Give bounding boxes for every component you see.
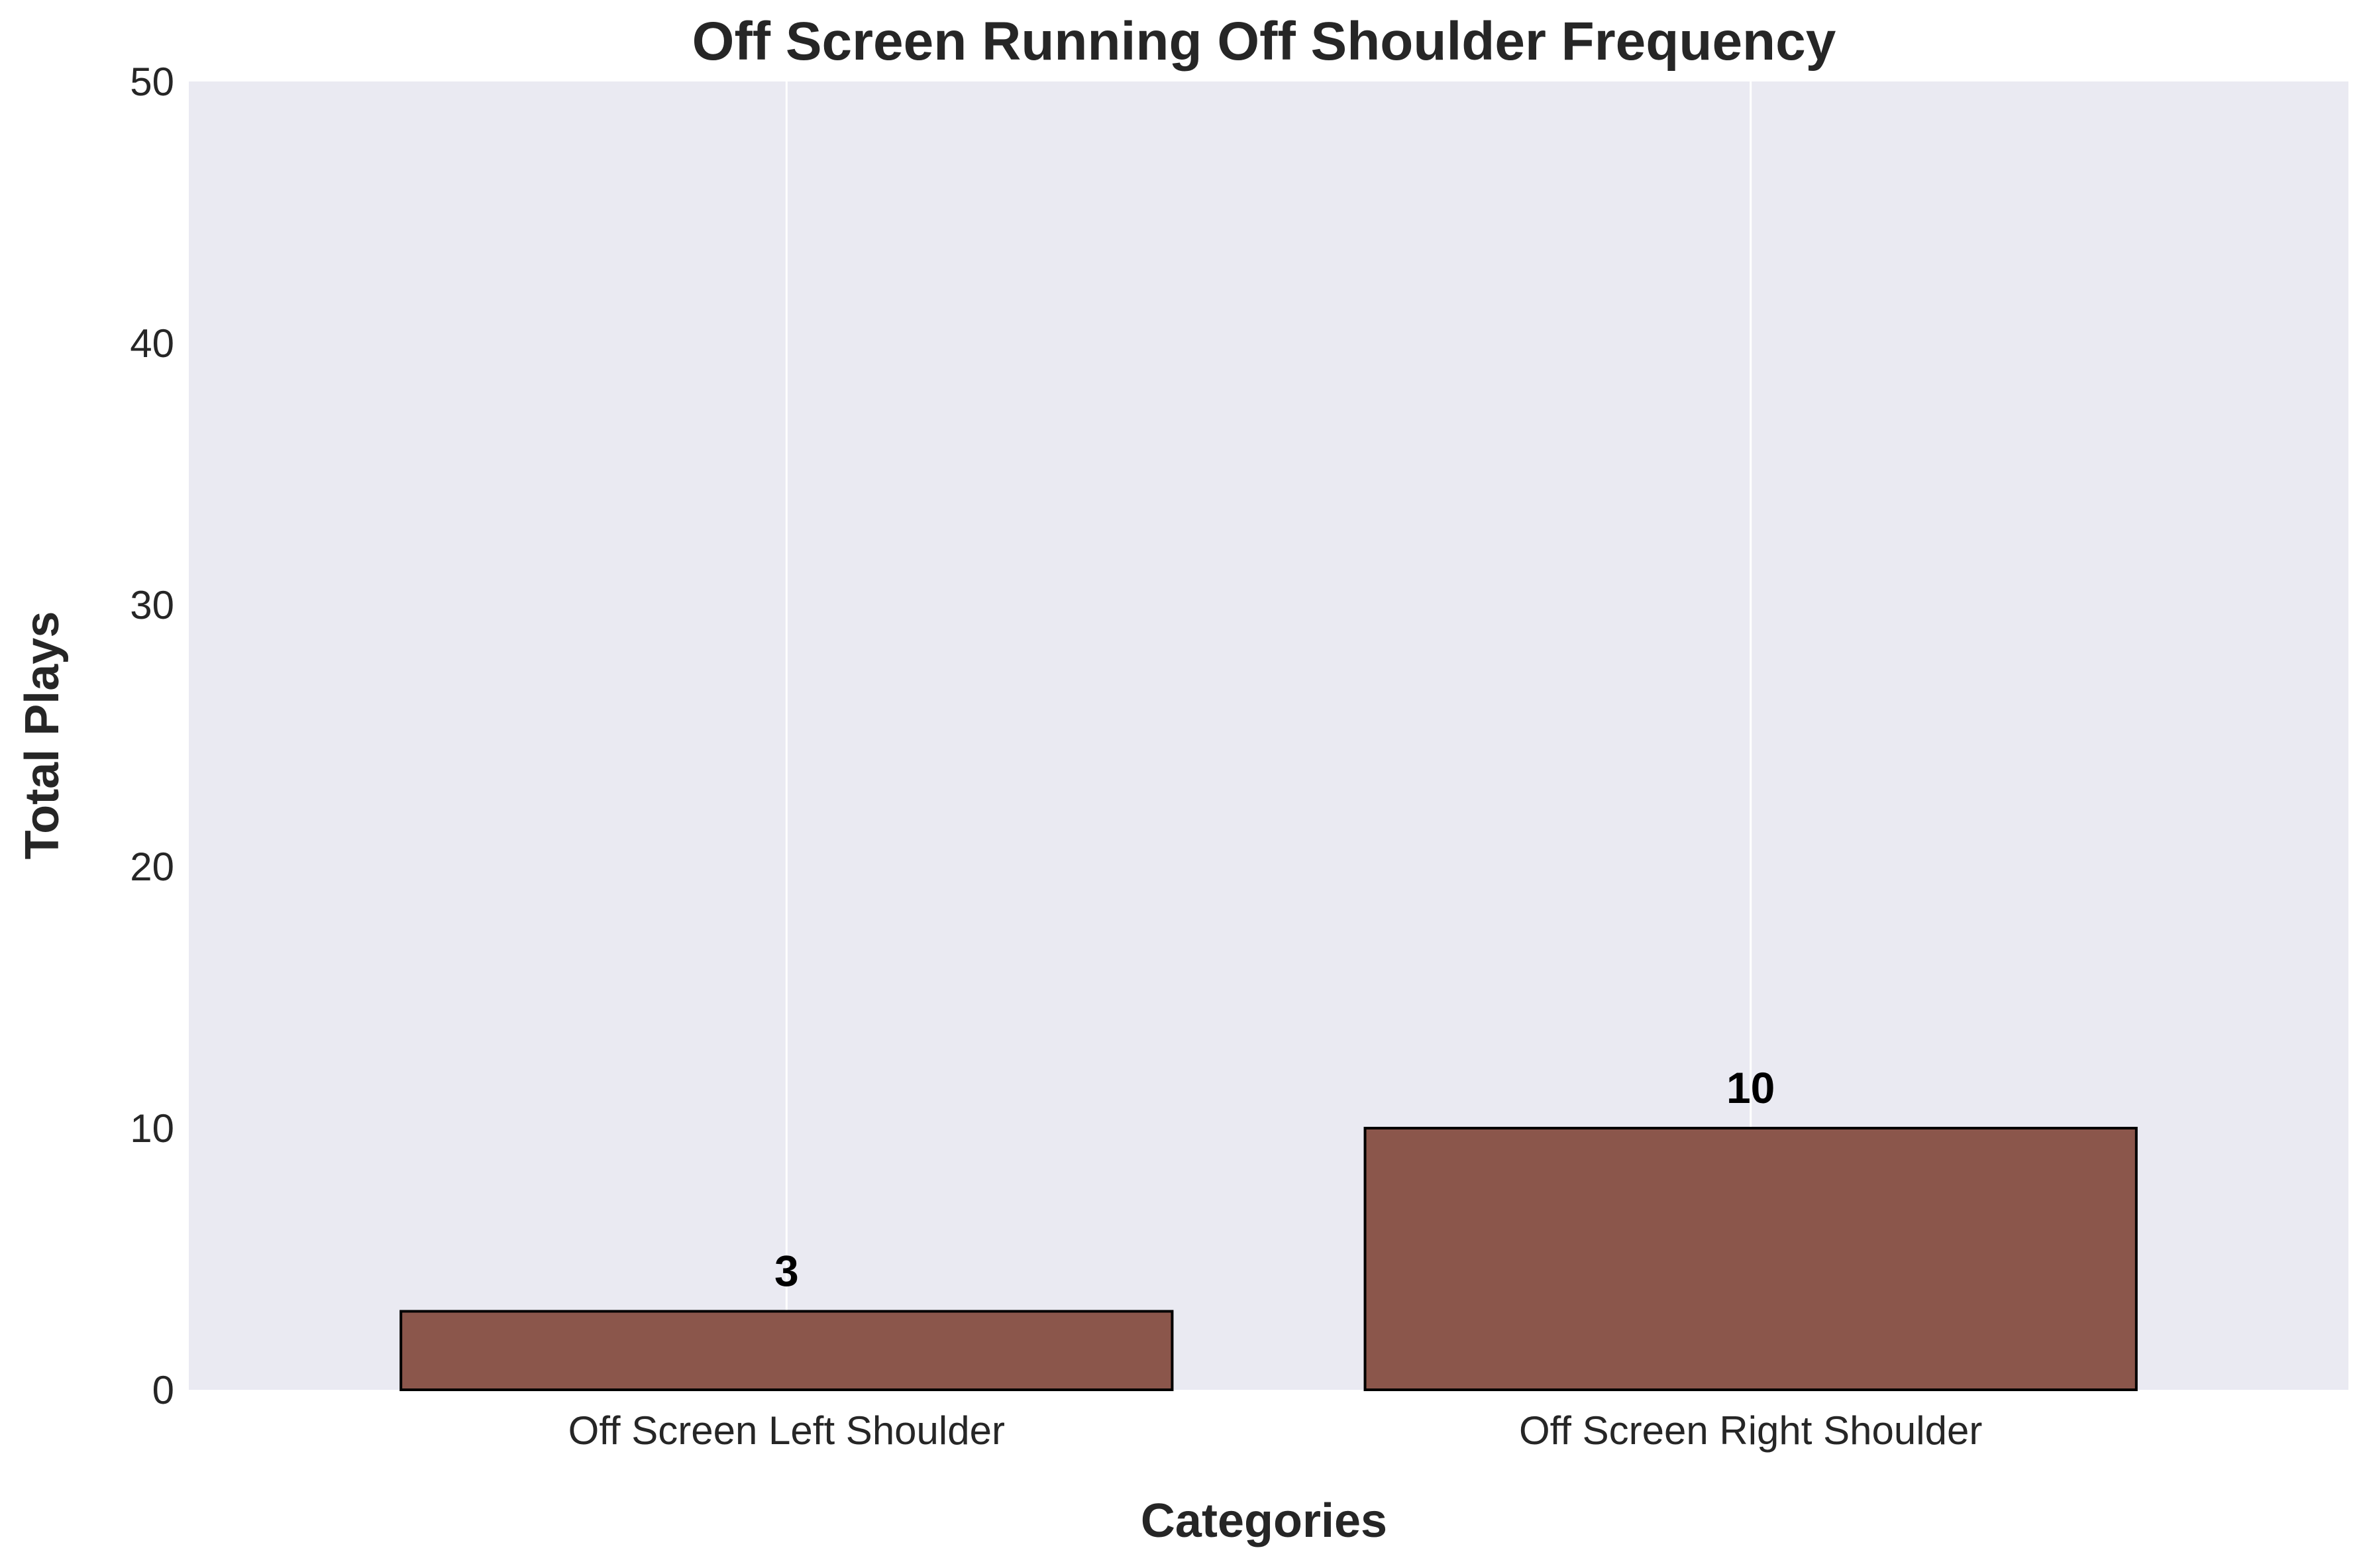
x-tick-label-0: Off Screen Left Shoulder: [568, 1408, 1005, 1453]
y-tick-label-1: 10: [130, 1106, 174, 1151]
bar-1: [1363, 1127, 2138, 1391]
bars: [399, 1127, 2138, 1391]
chart-title: Off Screen Running Off Shoulder Frequenc…: [692, 11, 1836, 72]
x-tick-label-1: Off Screen Right Shoulder: [1519, 1408, 1982, 1453]
x-axis-label: Categories: [1141, 1494, 1387, 1547]
bar-0: [399, 1310, 1174, 1391]
y-axis-ticks: 0 10 20 30 40 50: [130, 60, 174, 1412]
y-tick-label-2: 20: [130, 845, 174, 889]
x-axis-ticks: Off Screen Left Shoulder Off Screen Right…: [568, 1408, 1983, 1453]
y-tick-label-3: 30: [130, 583, 174, 627]
data-label-1: 10: [1726, 1063, 1775, 1112]
data-labels: 3 10: [774, 1063, 1775, 1296]
y-axis-label: Total Plays: [16, 611, 69, 860]
y-tick-label-4: 40: [130, 321, 174, 366]
y-tick-label-0: 0: [152, 1368, 174, 1412]
y-tick-label-5: 50: [130, 60, 174, 104]
data-label-0: 3: [774, 1247, 799, 1296]
